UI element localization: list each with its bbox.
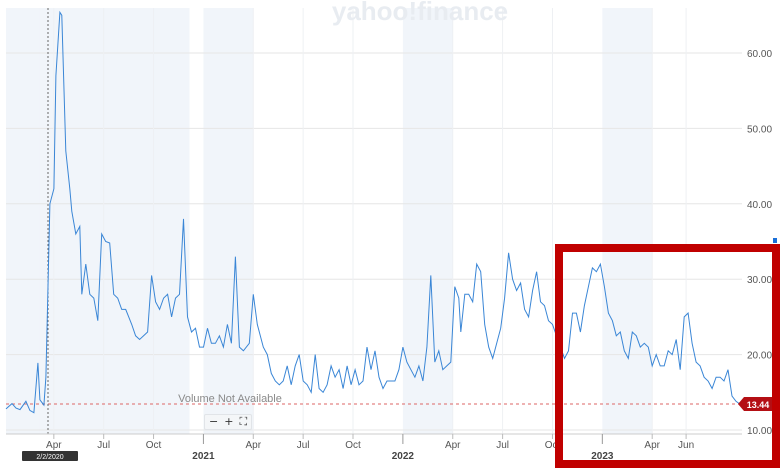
zoom-out-button[interactable]: − bbox=[209, 415, 219, 428]
x-tick-label: Jul bbox=[496, 440, 509, 451]
y-tick-label: 10.00 bbox=[747, 426, 772, 437]
year-tick-label: 2023 bbox=[591, 451, 614, 462]
zoom-in-button[interactable]: + bbox=[224, 415, 234, 428]
price-series-line bbox=[5, 10, 741, 414]
chart-zoom-controls: − + ⛶ bbox=[204, 414, 253, 430]
x-tick-label: Oct bbox=[345, 440, 361, 451]
highlight-box bbox=[555, 244, 780, 468]
crosshair-date-label: 2/2/2020 bbox=[36, 454, 63, 461]
current-price-label: 13.44 bbox=[747, 400, 770, 410]
quarter-shade-band bbox=[203, 8, 254, 434]
year-tick-label: 2021 bbox=[192, 451, 215, 462]
x-tick-label: Oct bbox=[545, 440, 561, 451]
x-tick-label: Apr bbox=[246, 440, 262, 451]
x-tick-label: Oct bbox=[146, 440, 162, 451]
fullscreen-button[interactable]: ⛶ bbox=[239, 415, 248, 428]
volume-note: Volume Not Available bbox=[178, 393, 282, 405]
x-tick-label: Jul bbox=[297, 440, 310, 451]
x-tick-label: Apr bbox=[445, 440, 461, 451]
year-tick-label: 2022 bbox=[392, 451, 415, 462]
y-tick-label: 20.00 bbox=[747, 351, 772, 362]
y-tick-label: 60.00 bbox=[747, 49, 772, 60]
y-tick-label: 40.00 bbox=[747, 200, 772, 211]
x-tick-label: Jul bbox=[97, 440, 110, 451]
quarter-shade-band bbox=[602, 8, 653, 434]
quarter-shade-band bbox=[39, 8, 190, 434]
watermark: yahoo!finance bbox=[332, 0, 508, 26]
y-tick-label: 50.00 bbox=[747, 124, 772, 135]
x-tick-label: Apr bbox=[46, 440, 62, 451]
y-tick-label: 30.00 bbox=[747, 275, 772, 286]
quarter-shade-band bbox=[402, 8, 453, 434]
current-price-badge: 13.44 bbox=[738, 397, 772, 411]
crosshair-date-badge: 2/2/2020 bbox=[22, 451, 78, 461]
scroll-marker bbox=[773, 238, 777, 243]
x-tick-label: Jun bbox=[678, 440, 694, 451]
x-tick-label: Apr bbox=[644, 440, 660, 451]
